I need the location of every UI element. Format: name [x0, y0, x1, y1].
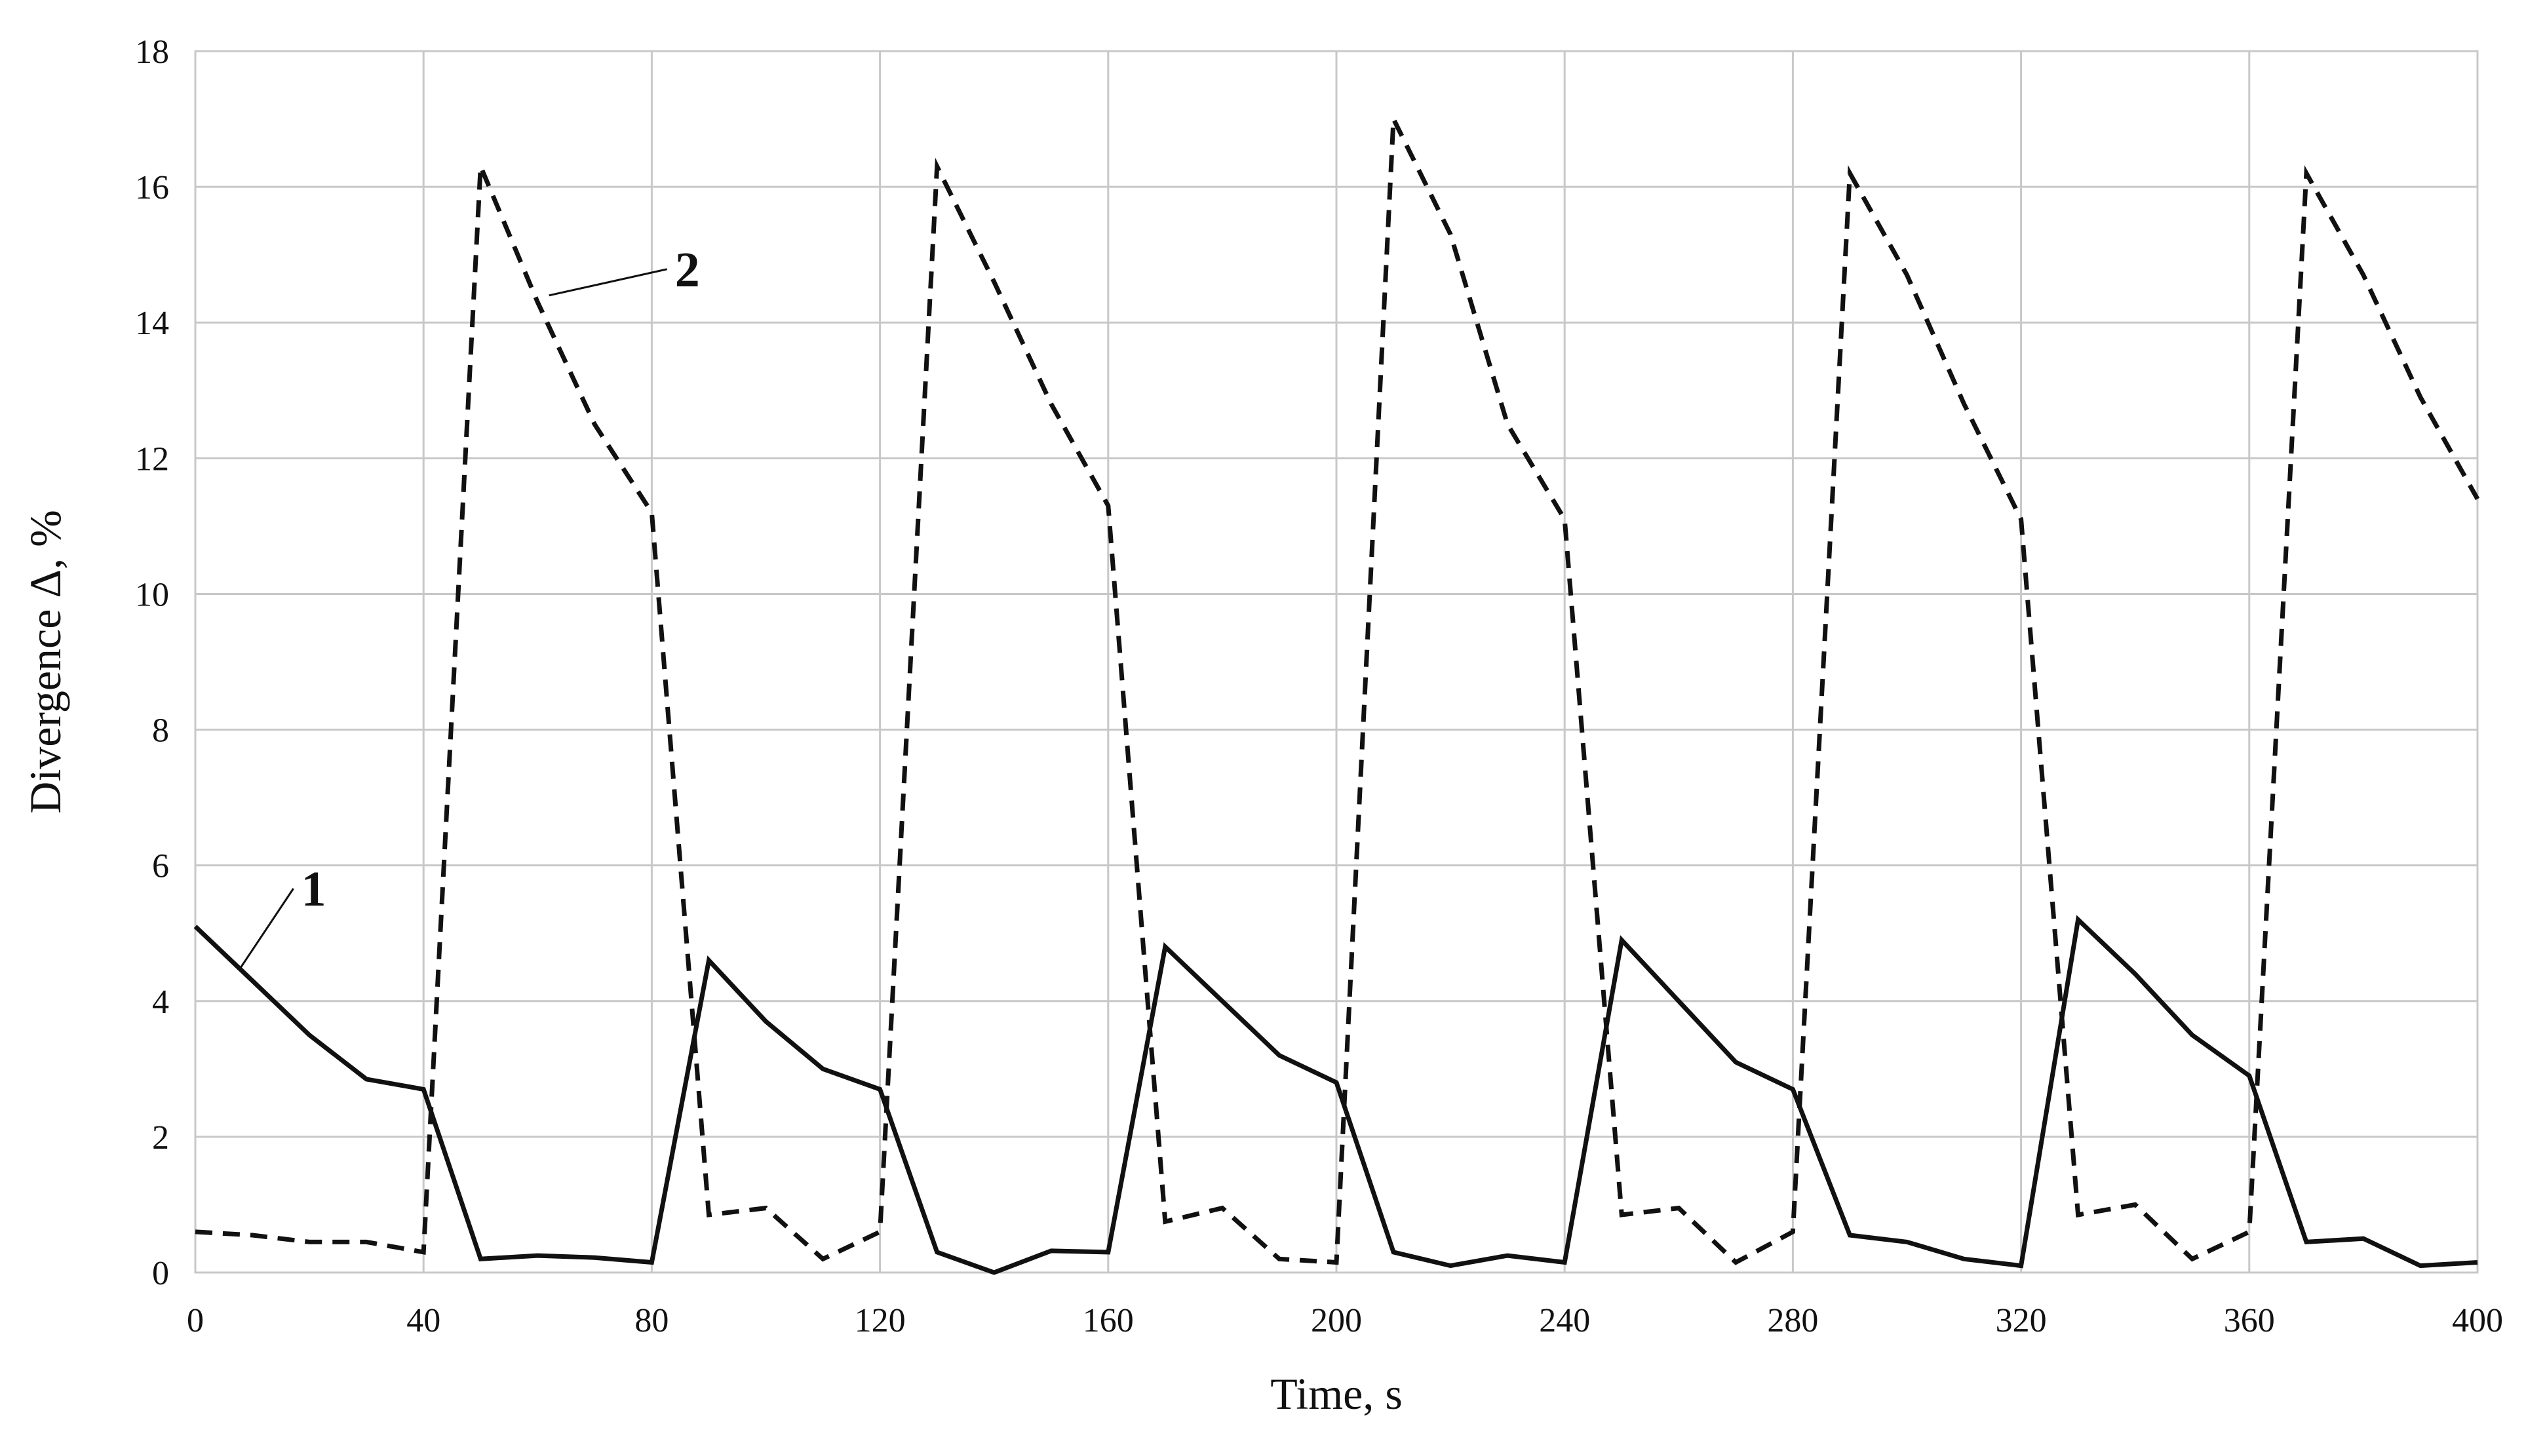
x-tick-label: 0 — [187, 1302, 204, 1339]
y-tick-label: 2 — [152, 1119, 169, 1157]
x-tick-label: 40 — [406, 1302, 440, 1339]
series-1-leader-line — [240, 888, 294, 968]
x-tick-label: 160 — [1083, 1302, 1134, 1339]
series-2-label: 2 — [675, 242, 700, 297]
series-layer — [193, 109, 2480, 1275]
x-tick-label: 80 — [634, 1302, 669, 1339]
y-tick-label: 14 — [135, 305, 169, 342]
x-tick-label: 400 — [2452, 1302, 2503, 1339]
series-1-label: 1 — [301, 862, 326, 917]
y-tick-label: 10 — [135, 576, 169, 613]
x-tick-label: 200 — [1311, 1302, 1362, 1339]
x-tick-label: 280 — [1767, 1302, 1818, 1339]
y-tick-label: 16 — [135, 169, 169, 206]
x-tick-label: 320 — [1996, 1302, 2047, 1339]
series-line-2 — [195, 109, 2480, 1265]
x-tick-label: 360 — [2224, 1302, 2275, 1339]
y-tick-label: 6 — [152, 848, 169, 885]
x-axis-title: Time, s — [1270, 1369, 1403, 1419]
y-tick-label: 0 — [152, 1255, 169, 1292]
plot-area-border — [194, 50, 2479, 1274]
x-tick-label: 120 — [855, 1302, 906, 1339]
y-tick-label: 18 — [135, 33, 169, 71]
y-axis-title: Divergence Δ, % — [20, 510, 70, 814]
y-tick-label: 8 — [152, 712, 169, 750]
y-tick-label: 4 — [152, 984, 169, 1021]
series-line-1 — [193, 915, 2478, 1275]
series-2-leader-line — [549, 268, 668, 297]
series-annotations: 12 — [240, 242, 700, 968]
y-tick-label: 12 — [135, 440, 169, 478]
x-tick-label: 240 — [1539, 1302, 1590, 1339]
